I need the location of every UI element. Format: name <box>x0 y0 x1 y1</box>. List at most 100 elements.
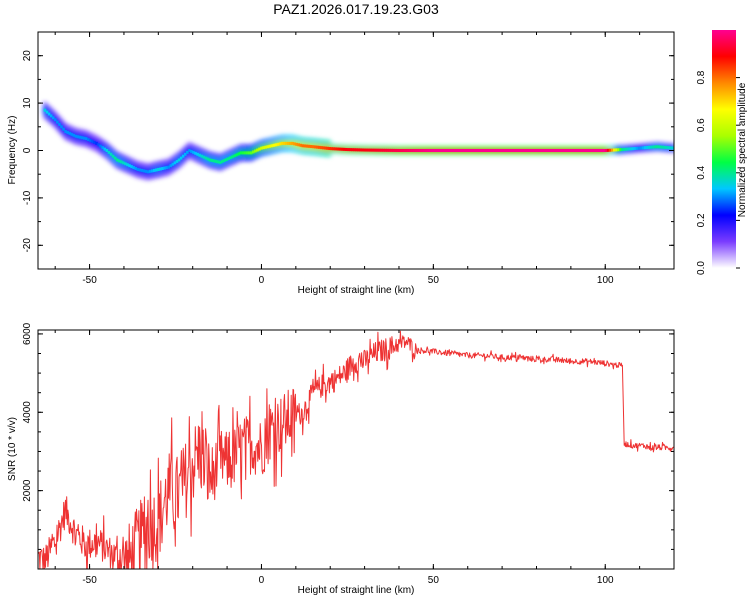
spectrogram-core-cell <box>311 145 315 149</box>
spectrogram-core-cell <box>546 149 550 152</box>
spectrogram-core <box>43 108 674 174</box>
spectrogram-core-cell <box>433 149 437 152</box>
spectrogram-core-cell <box>447 149 451 152</box>
spectrogram-core-cell <box>505 149 509 152</box>
spectrogram-core-cell <box>623 147 626 151</box>
colorbar-tick-label: 0.2 <box>696 213 707 227</box>
spectrogram-core-cell <box>105 149 109 152</box>
spectrogram-core-cell <box>493 149 496 152</box>
spectrogram-core-cell <box>293 142 296 146</box>
spectrogram-core-cell <box>227 157 230 161</box>
spectrogram-core-cell <box>396 148 399 152</box>
spectrogram-core-cell <box>80 136 84 140</box>
spectrogram-core-cell <box>161 167 164 171</box>
spectrogram-core-cell <box>598 149 602 152</box>
spectrogram-core-cell <box>165 166 168 170</box>
spectrogram-core-cell <box>53 118 57 122</box>
spectrogram-core-cell <box>305 144 309 148</box>
spectrogram-core-cell <box>119 160 123 164</box>
spectrogram-core-cell <box>369 148 373 152</box>
spectrogram-core-cell <box>276 142 280 146</box>
spectrogram-core-cell <box>588 149 591 152</box>
spectrogram-core-cell <box>476 149 480 152</box>
spectrogram-core-cell <box>658 145 661 149</box>
spectrogram-core-cell <box>390 148 393 152</box>
spectrogram-core-cell <box>186 150 189 154</box>
spectrogram-core-cell <box>410 149 414 152</box>
spectrogram-core-cell <box>524 149 527 152</box>
spectrogram-core-cell <box>670 146 674 150</box>
spectrogram-core-cell <box>247 151 251 155</box>
spectrogram-core-cell <box>181 154 185 158</box>
spectrogram-core-cell <box>266 145 270 149</box>
spectrogram-core-cell <box>452 149 455 152</box>
spectrogram-core-cell <box>392 148 395 152</box>
spectrogram-core-cell <box>365 148 369 152</box>
spectrogram-core-cell <box>43 108 47 112</box>
spectrogram-core-cell <box>443 149 447 152</box>
spectrogram-core-cell <box>307 144 311 148</box>
spectrogram-core-cell <box>249 151 253 155</box>
spectrogram-core-cell <box>243 151 247 155</box>
spectrogram-core-cell <box>363 148 366 152</box>
spectrogram-core-cell <box>384 148 387 152</box>
spectrogram-core-cell <box>179 156 183 160</box>
spectrogram-core-cell <box>567 149 571 152</box>
spectrogram-core-cell <box>313 145 317 149</box>
spectrogram-core-cell <box>93 140 96 144</box>
spectrogram-core-cell <box>167 165 171 169</box>
spectrogram-core-cell <box>610 148 614 152</box>
spectrogram-core-cell <box>559 149 562 152</box>
spectrogram-core-cell <box>643 146 647 150</box>
snr-y-tick-label: 6000 <box>22 322 33 345</box>
snr-panel: -50 0 50 100 2000 4000 6000 Height of straigh… <box>7 322 675 596</box>
spectrogram-core-cell <box>126 163 129 167</box>
spectrogram-core-cell <box>334 147 338 151</box>
spectrogram-core-cell <box>402 149 406 152</box>
spectrogram-core-cell <box>177 158 181 162</box>
spectrogram-core-cell <box>528 149 532 152</box>
spectrogram-core-cell <box>82 136 86 140</box>
spectrogram-core-cell <box>662 145 666 149</box>
spectrogram-core-cell <box>252 150 255 154</box>
spectrogram-core-cell <box>270 144 274 148</box>
spectrogram-core-cell <box>522 149 525 152</box>
snr-x-label: Height of straight line (km) <box>298 585 415 596</box>
spectrogram-core-cell <box>606 148 610 152</box>
spectrogram-core-cell <box>60 125 63 129</box>
spectrogram-core-cell <box>47 112 51 116</box>
spectrogram-core-cell <box>627 147 631 151</box>
spectrogram-core-cell <box>130 165 133 169</box>
spectrogram-core-cell <box>111 154 115 158</box>
spectrogram-core-cell <box>163 166 166 170</box>
spectrogram-core-cell <box>421 149 424 152</box>
spectrogram-core-cell <box>140 168 144 172</box>
spectrogram-core-cell <box>91 139 94 143</box>
spectrogram-core-cell <box>373 148 377 152</box>
spectrogram-core-cell <box>268 144 272 148</box>
spectrogram-core-cell <box>454 149 457 152</box>
spectrogram-core-cell <box>348 148 352 152</box>
spectrogram-core-cell <box>241 151 245 155</box>
spectrogram-core-cell <box>427 149 430 152</box>
spectrogram-core-cell <box>291 141 294 145</box>
spectrogram-core-cell <box>526 149 529 152</box>
spectrogram-core-cell <box>122 161 125 165</box>
spectrogram-core-cell <box>472 149 476 152</box>
spectrogram-core-cell <box>495 149 499 152</box>
spectrogram-core-cell <box>439 149 443 152</box>
snr-series-line <box>38 330 674 569</box>
spectrogram-core-cell <box>625 147 628 151</box>
spectrogram-core-cell <box>565 149 569 152</box>
spectrogram-core-cell <box>303 144 307 148</box>
colorbar-label: Normalized spectral amplitude <box>737 82 748 217</box>
spectrogram-core-cell <box>561 149 565 152</box>
snr-x-tick-label: -50 <box>82 575 97 586</box>
spectrogram-core-cell <box>206 157 210 161</box>
spectrogram-core-cell <box>575 149 579 152</box>
spectrogram-core-cell <box>672 146 674 150</box>
spectrogram-core-cell <box>435 149 439 152</box>
spectrogram-core-cell <box>97 143 100 147</box>
spectrogram-core-cell <box>474 149 478 152</box>
